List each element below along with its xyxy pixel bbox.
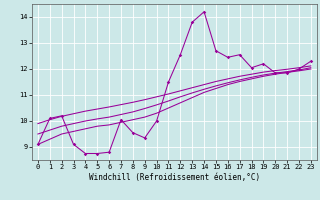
X-axis label: Windchill (Refroidissement éolien,°C): Windchill (Refroidissement éolien,°C) <box>89 173 260 182</box>
